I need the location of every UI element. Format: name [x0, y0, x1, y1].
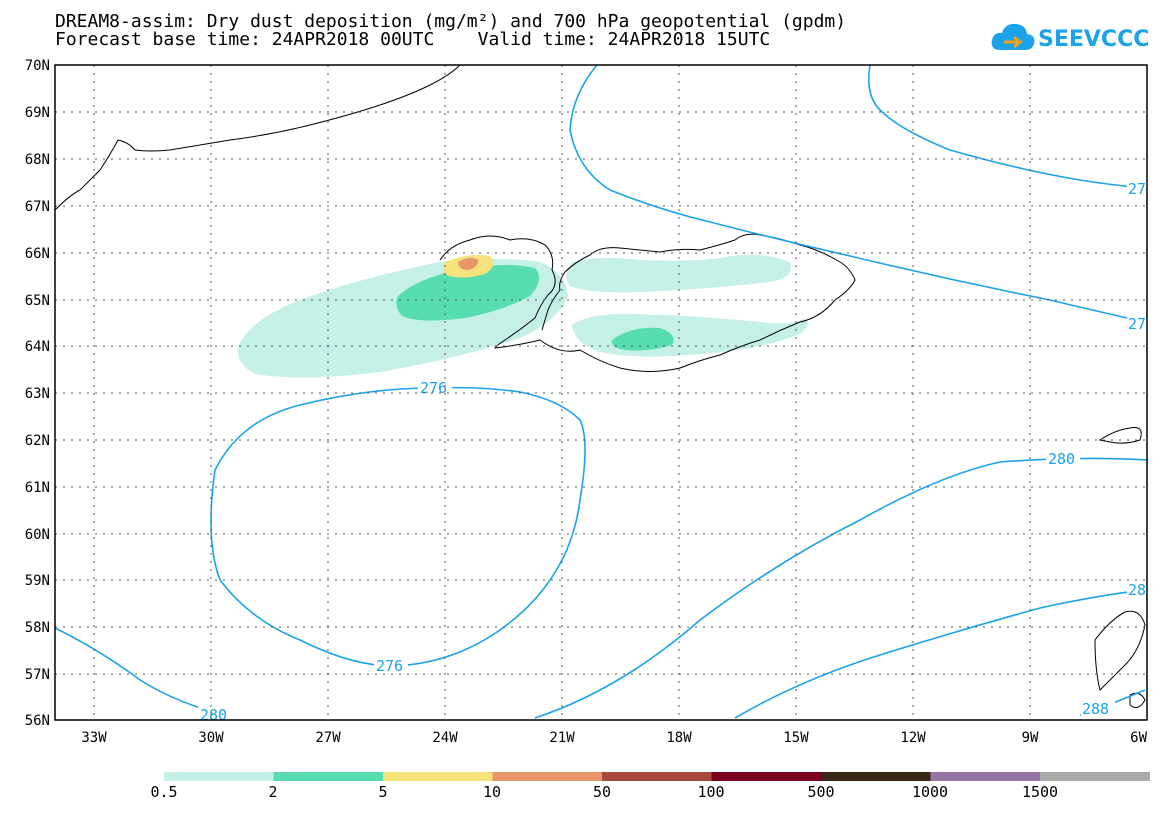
lat-label: 69N — [25, 105, 50, 121]
colorbar-swatch — [602, 772, 712, 781]
lon-label: 18W — [666, 730, 692, 746]
contour-label: 276 — [420, 379, 447, 397]
latitude-labels: 70N 69N 68N 67N 66N 65N 64N 63N 62N 61N … — [25, 58, 50, 729]
lat-label: 60N — [25, 527, 50, 543]
map-frame — [54, 64, 1148, 721]
coastlines — [54, 64, 1146, 709]
lon-label: 30W — [198, 730, 224, 746]
contour-label: 276 — [376, 657, 403, 675]
lon-label: 12W — [900, 730, 926, 746]
lat-label: 61N — [25, 480, 50, 496]
colorbar-swatch — [821, 772, 931, 781]
longitude-labels: 33W 30W 27W 24W 21W 18W 15W 12W 9W 6W — [81, 730, 1147, 746]
contour-label: 27 — [1128, 180, 1146, 198]
colorbar-label: 0.5 — [150, 783, 178, 801]
lat-label: 57N — [25, 667, 50, 683]
seevccc-logo: SEEVCCC — [990, 20, 1149, 58]
lon-label: 9W — [1022, 730, 1039, 746]
lat-label: 70N — [25, 58, 50, 74]
contour-label: 280 — [1048, 450, 1075, 468]
map-subtitle: Forecast base time: 24APR2018 00UTC Vali… — [55, 29, 771, 50]
contour-label: 280 — [200, 706, 227, 724]
colorbar — [164, 772, 1150, 781]
colorbar-swatch — [930, 772, 1041, 781]
contour-label: 27 — [1128, 315, 1146, 333]
colorbar-label: 2 — [268, 783, 278, 801]
colorbar-label: 100 — [697, 783, 725, 801]
lat-label: 64N — [25, 339, 50, 355]
colorbar-label: 1000 — [911, 783, 949, 801]
colorbar-swatch — [383, 772, 493, 781]
lon-label: 24W — [432, 730, 458, 746]
contour-label: 288 — [1082, 700, 1109, 718]
lat-label: 58N — [25, 620, 50, 636]
contour-labels: 276 276 280 280 27 27 28 288 — [198, 180, 1147, 724]
lon-label: 15W — [783, 730, 809, 746]
lat-label: 56N — [25, 713, 50, 729]
colorbar-label: 50 — [592, 783, 612, 801]
geopotential-contours — [54, 64, 1149, 719]
colorbar-label: 10 — [482, 783, 502, 801]
colorbar-swatch — [164, 772, 274, 781]
gridlines — [55, 65, 1147, 720]
colorbar-label: 1500 — [1021, 783, 1059, 801]
lat-label: 67N — [25, 199, 50, 215]
lat-label: 65N — [25, 293, 50, 309]
colorbar-swatch — [1040, 772, 1150, 781]
colorbar-label: 500 — [807, 783, 835, 801]
lon-label: 6W — [1130, 730, 1147, 746]
colorbar-swatch — [492, 772, 603, 781]
colorbar-swatch — [273, 772, 384, 781]
lat-label: 63N — [25, 386, 50, 402]
lat-label: 62N — [25, 433, 50, 449]
lon-label: 33W — [81, 730, 107, 746]
map-title: DREAM8-assim: Dry dust deposition (mg/m²… — [55, 11, 847, 32]
contour-label: 28 — [1128, 581, 1146, 599]
colorbar-swatch — [711, 772, 822, 781]
lat-label: 59N — [25, 573, 50, 589]
logo-text: SEEVCCC — [1038, 27, 1150, 52]
lat-label: 68N — [25, 152, 50, 168]
lon-label: 27W — [315, 730, 341, 746]
lon-label: 21W — [549, 730, 575, 746]
lat-label: 66N — [25, 246, 50, 262]
cloud-icon — [991, 23, 1035, 50]
dust-shading — [237, 254, 808, 378]
colorbar-label: 5 — [378, 783, 388, 801]
